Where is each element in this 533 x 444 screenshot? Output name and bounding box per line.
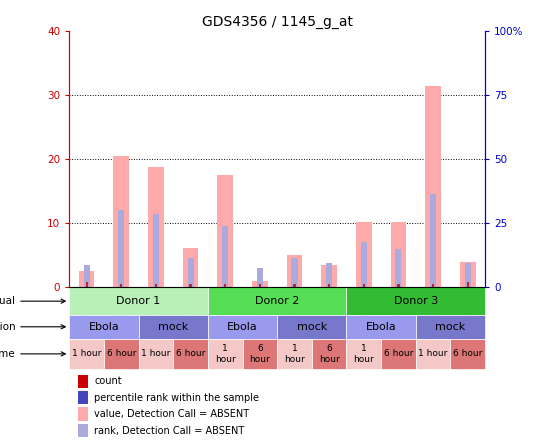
Bar — [450, 338, 485, 369]
Bar — [69, 287, 208, 315]
Bar — [139, 338, 173, 369]
Bar — [321, 265, 337, 287]
Bar — [361, 242, 367, 287]
Bar — [432, 284, 434, 287]
Bar — [430, 194, 436, 287]
Text: value, Detection Call = ABSENT: value, Detection Call = ABSENT — [94, 409, 249, 419]
Bar — [328, 284, 330, 287]
Text: 6
hour: 6 hour — [249, 344, 270, 364]
Bar — [224, 284, 227, 287]
Text: infection: infection — [0, 322, 65, 332]
Bar — [188, 258, 193, 287]
Bar — [85, 282, 88, 287]
Text: 6 hour: 6 hour — [384, 349, 413, 358]
Text: time: time — [0, 349, 65, 359]
Bar — [104, 338, 139, 369]
Text: 1
hour: 1 hour — [284, 344, 305, 364]
Bar — [277, 338, 312, 369]
Bar — [183, 248, 198, 287]
Bar — [78, 391, 88, 404]
Bar — [69, 315, 139, 338]
Text: 6
hour: 6 hour — [319, 344, 340, 364]
Bar — [346, 287, 485, 315]
Bar — [208, 287, 346, 315]
Bar — [346, 338, 381, 369]
Bar — [79, 271, 94, 287]
Text: Ebola: Ebola — [366, 322, 397, 332]
Bar — [120, 284, 123, 287]
Text: individual: individual — [0, 296, 65, 306]
Bar — [208, 315, 277, 338]
Text: mock: mock — [435, 322, 465, 332]
Bar — [395, 249, 401, 287]
Text: count: count — [94, 376, 122, 386]
Bar — [257, 268, 263, 287]
Bar — [259, 284, 261, 287]
Text: 6 hour: 6 hour — [176, 349, 205, 358]
Text: Donor 2: Donor 2 — [255, 296, 300, 306]
Bar — [153, 214, 159, 287]
Bar — [312, 338, 346, 369]
Text: percentile rank within the sample: percentile rank within the sample — [94, 392, 259, 403]
Bar — [466, 282, 469, 287]
Text: 1
hour: 1 hour — [215, 344, 236, 364]
Bar — [381, 338, 416, 369]
Text: mock: mock — [158, 322, 188, 332]
Bar — [277, 315, 346, 338]
Bar — [78, 408, 88, 420]
Bar — [217, 175, 233, 287]
Title: GDS4356 / 1145_g_at: GDS4356 / 1145_g_at — [201, 15, 353, 29]
Bar — [292, 258, 297, 287]
Bar — [397, 284, 400, 287]
Bar — [78, 424, 88, 437]
Bar — [118, 210, 124, 287]
Text: 1 hour: 1 hour — [72, 349, 101, 358]
Bar — [148, 167, 164, 287]
Bar — [293, 284, 296, 287]
Bar — [189, 284, 192, 287]
Bar — [139, 315, 208, 338]
Bar — [114, 156, 129, 287]
Text: Ebola: Ebola — [88, 322, 119, 332]
Text: Donor 3: Donor 3 — [393, 296, 438, 306]
Bar — [84, 265, 90, 287]
Text: 1 hour: 1 hour — [141, 349, 171, 358]
Bar — [173, 338, 208, 369]
Bar — [346, 315, 416, 338]
Bar — [78, 375, 88, 388]
Text: Donor 1: Donor 1 — [116, 296, 161, 306]
Text: 6 hour: 6 hour — [453, 349, 482, 358]
Text: Ebola: Ebola — [227, 322, 258, 332]
Bar — [460, 262, 475, 287]
Bar — [208, 338, 243, 369]
Bar — [416, 315, 485, 338]
Bar — [252, 281, 268, 287]
Text: 1 hour: 1 hour — [418, 349, 448, 358]
Bar — [222, 226, 228, 287]
Bar — [155, 284, 157, 287]
Bar — [416, 338, 450, 369]
Bar — [391, 222, 406, 287]
Bar — [69, 338, 104, 369]
Bar — [356, 222, 372, 287]
Text: mock: mock — [297, 322, 327, 332]
Bar — [425, 86, 441, 287]
Bar — [326, 263, 332, 287]
Text: rank, Detection Call = ABSENT: rank, Detection Call = ABSENT — [94, 425, 245, 436]
Bar — [362, 284, 365, 287]
Bar — [243, 338, 277, 369]
Text: 1
hour: 1 hour — [353, 344, 374, 364]
Bar — [465, 263, 471, 287]
Text: 6 hour: 6 hour — [107, 349, 136, 358]
Bar — [287, 255, 302, 287]
